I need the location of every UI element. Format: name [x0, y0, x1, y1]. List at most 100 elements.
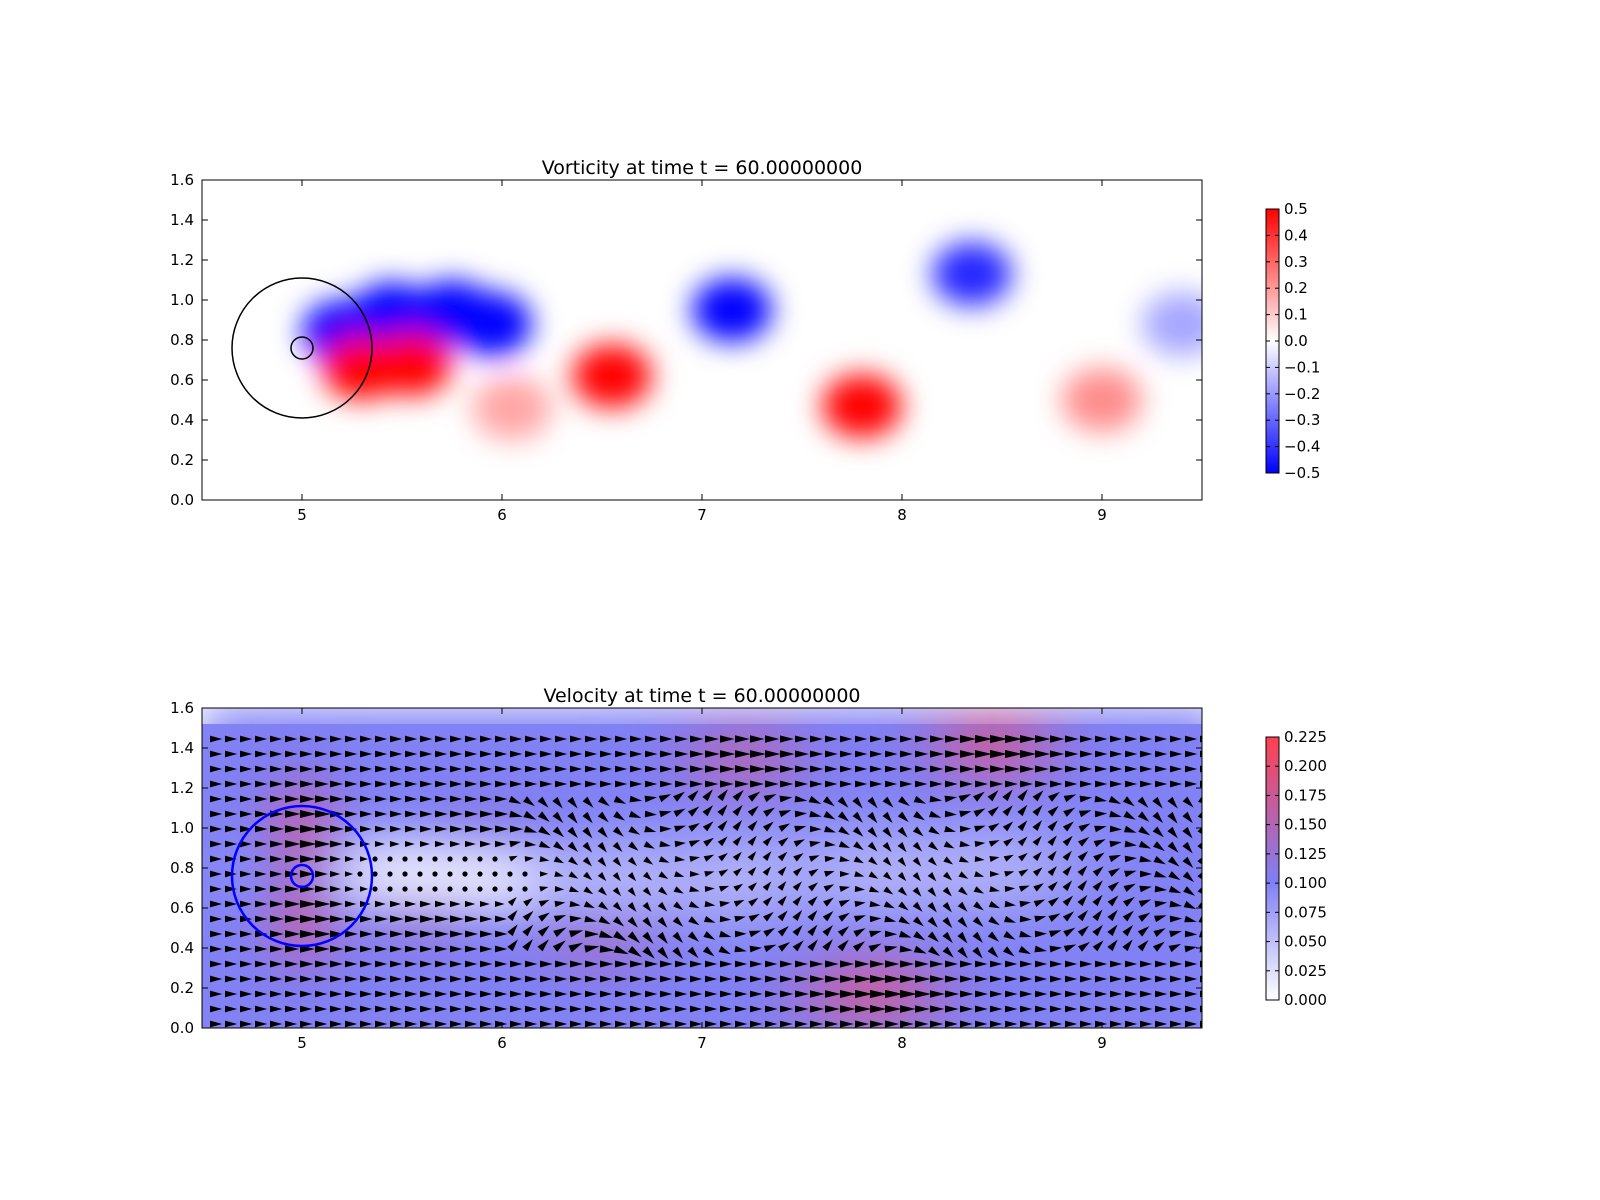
- quiver-arrow: [732, 835, 742, 847]
- quiver-arrow: [405, 840, 415, 848]
- quiver-arrow: [1170, 1020, 1183, 1028]
- quiver-arrow: [630, 765, 643, 773]
- quiver-arrow: [825, 1020, 839, 1028]
- velocity-cell: [1082, 848, 1103, 869]
- quiver-arrow: [627, 856, 638, 867]
- quiver-arrow: [705, 990, 718, 998]
- quiver-arrow: [960, 960, 973, 968]
- quiver-arrow: [1077, 925, 1089, 937]
- vortex-blob: [352, 282, 432, 346]
- quiver-arrow: [883, 901, 895, 909]
- velocity-colorbar-gradient: [1265, 736, 1280, 1001]
- quiver-arrow: [974, 840, 986, 848]
- velocity-cell: [1062, 828, 1083, 849]
- quiver-arrow: [1048, 913, 1061, 922]
- velocity-cell: [822, 908, 843, 929]
- velocity-cell: [782, 848, 803, 869]
- velocity-cell: [682, 868, 703, 889]
- quiver-arrow: [627, 945, 642, 958]
- quiver-arrow: [705, 750, 720, 758]
- quiver-arrow: [642, 946, 655, 959]
- vort-cb-tick-label: −0.2: [1284, 385, 1320, 403]
- quiver-arrow: [315, 930, 331, 938]
- velocity-cell: [942, 848, 963, 869]
- quiver-arrow: [507, 897, 517, 907]
- quiver-arrow: [315, 1005, 328, 1013]
- velocity-cell: [1002, 908, 1023, 929]
- quiver-arrow: [705, 1005, 718, 1013]
- quiver-arrow: [988, 916, 1000, 926]
- quiver-arrow: [285, 735, 298, 743]
- quiver-arrow: [1093, 839, 1106, 848]
- velocity-cell: [362, 808, 383, 829]
- quiver-arrow: [630, 990, 643, 998]
- velocity-cell: [1142, 868, 1163, 889]
- velocity-cell: [842, 888, 863, 909]
- quiver-arrow: [688, 840, 701, 847]
- velocity-cell: [862, 868, 883, 889]
- quiver-arrow: [600, 735, 613, 743]
- velocity-cell: [862, 888, 883, 909]
- quiver-arrow: [1125, 990, 1138, 998]
- quiver-arrow: [1092, 940, 1104, 952]
- velocity-cell: [1062, 888, 1083, 909]
- quiver-arrow: [840, 960, 855, 968]
- quiver-arrow: [1140, 975, 1153, 983]
- quiver-arrow: [944, 795, 958, 803]
- quiver-arrow: [733, 883, 744, 892]
- quiver-arrow: [704, 900, 716, 908]
- quiver-arrow: [1167, 856, 1180, 867]
- quiver-arrow: [450, 1005, 463, 1013]
- velocity-cell: [1022, 908, 1043, 929]
- quiver-arrow: [1199, 945, 1202, 953]
- quiver-arrow: [1078, 941, 1090, 952]
- quiver-arrow: [1123, 883, 1136, 893]
- quiver-arrow: [942, 916, 953, 929]
- quiver-arrow: [928, 810, 942, 818]
- quiver-arrow: [315, 750, 328, 758]
- quiver-arrow: [1047, 805, 1059, 817]
- quiver-arrow: [390, 735, 403, 743]
- vel-ytick-label: 1.6: [170, 699, 194, 717]
- quiver-arrow: [645, 1005, 658, 1013]
- quiver-arrow: [975, 780, 989, 788]
- quiver-arrow: [929, 795, 943, 803]
- quiver-arrow: [360, 810, 373, 818]
- velocity-cell: [1122, 708, 1143, 729]
- quiver-arrow: [809, 810, 822, 818]
- quiver-arrow: [763, 794, 777, 803]
- quiver-arrow: [1110, 960, 1123, 968]
- velocity-cell: [1202, 948, 1223, 969]
- quiver-arrow: [793, 839, 805, 847]
- quiver-arrow: [225, 750, 238, 758]
- quiver-arrow: [867, 826, 878, 838]
- quiver-arrow: [855, 989, 873, 999]
- quiver-arrow: [615, 1020, 628, 1028]
- quiver-arrow: [1154, 885, 1168, 893]
- quiver-arrow: [345, 780, 358, 788]
- quiver-arrow: [582, 841, 593, 853]
- velocity-cell: [402, 868, 423, 889]
- velocity-cell: [1022, 848, 1043, 869]
- vel-ytick-label: 1.4: [170, 739, 194, 757]
- velocity-cell: [722, 908, 743, 929]
- quiver-arrow: [1185, 960, 1198, 968]
- quiver-arrow: [553, 927, 567, 938]
- velocity-cell: [1102, 868, 1123, 889]
- quiver-arrow: [585, 1020, 598, 1028]
- velocity-cell: [882, 808, 903, 829]
- quiver-arrow: [1197, 857, 1202, 865]
- quiver-arrow: [465, 825, 479, 833]
- quiver-arrow: [1065, 975, 1078, 983]
- quiver-arrow: [1155, 750, 1168, 758]
- velocity-cell: [362, 708, 383, 729]
- velocity-cell: [1182, 868, 1202, 889]
- quiver-arrow: [615, 765, 628, 773]
- quiver-arrow: [990, 765, 1006, 773]
- velocity-cell: [782, 988, 803, 1009]
- quiver-arrow: [375, 735, 388, 743]
- quiver-arrow: [1005, 975, 1018, 983]
- quiver-arrow: [582, 856, 593, 867]
